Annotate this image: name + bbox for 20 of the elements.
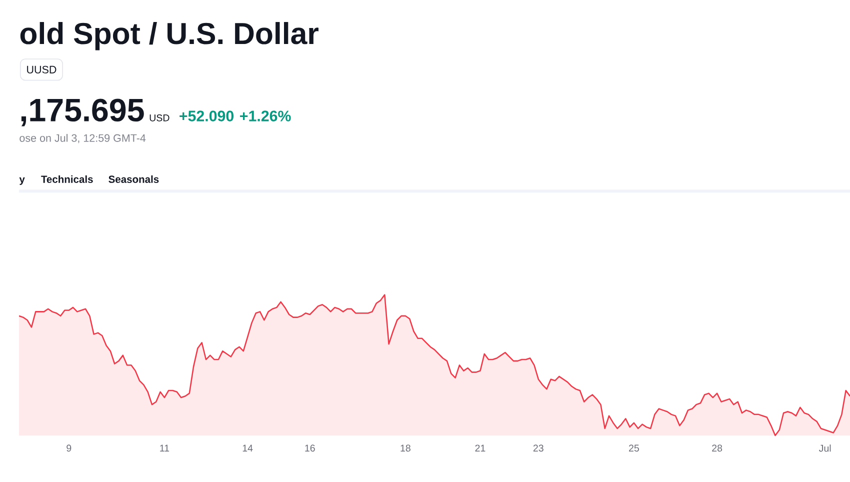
x-tick-label: 14 [242, 444, 253, 452]
x-tick-label: 28 [712, 444, 722, 452]
x-tick-label: 25 [629, 444, 639, 452]
text: USD [150, 114, 170, 122]
x-tick-label: 16 [305, 444, 315, 452]
text: UUSD [27, 66, 56, 74]
x-tick-label: Jul [818, 444, 831, 452]
x-tick-label: 11 [160, 444, 170, 452]
text: Technicals [41, 175, 93, 183]
chart-title: old Spot / U.S. Dollar [20, 22, 318, 50]
text: +52.090 [180, 110, 234, 122]
text: y [19, 177, 25, 185]
x-tick-label: 9 [66, 444, 72, 452]
x-tick-label: 23 [533, 444, 544, 452]
text: ,175.695 [21, 98, 144, 126]
text: +1.26% [240, 110, 291, 122]
text: Seasonals [108, 175, 159, 183]
x-tick-label: 21 [475, 444, 486, 452]
x-tick-label: 18 [400, 444, 410, 452]
text: ose on Jul 3, 12:59 GMT-4 [20, 134, 146, 144]
